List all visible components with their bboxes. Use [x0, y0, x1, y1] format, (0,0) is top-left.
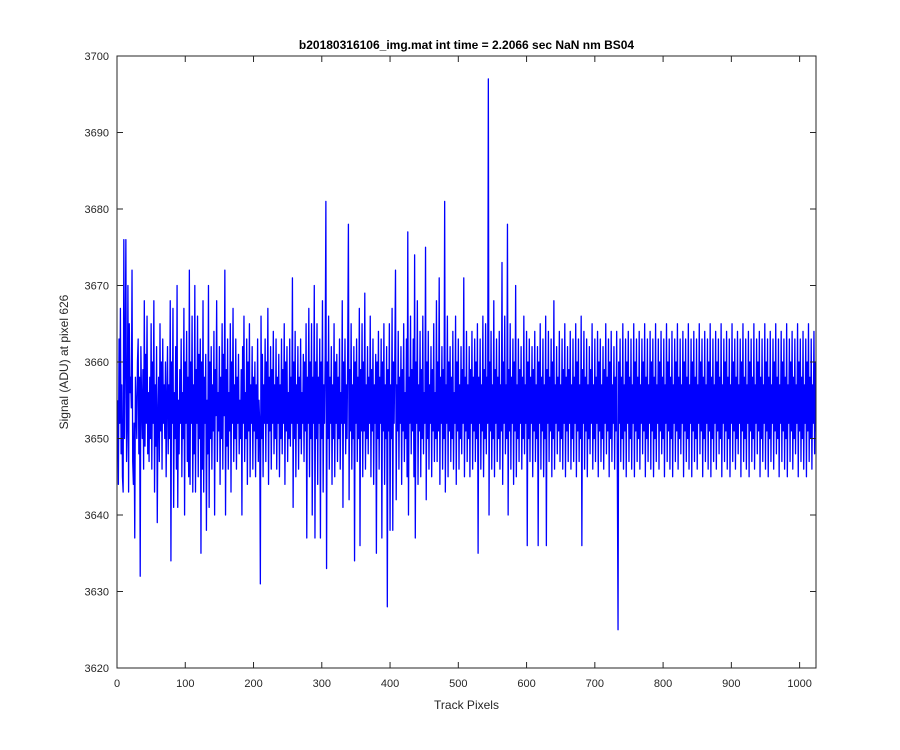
x-tick-label: 700 [586, 678, 604, 690]
x-tick-label: 100 [176, 678, 194, 690]
y-tick-label: 3690 [85, 128, 109, 140]
x-tick-label: 300 [313, 678, 331, 690]
y-tick-label: 3620 [85, 663, 109, 675]
y-tick-label: 3640 [85, 510, 109, 522]
y-tick-label: 3700 [85, 51, 109, 63]
y-tick-label: 3660 [85, 357, 109, 369]
y-tick-label: 3650 [85, 434, 109, 446]
x-tick-label: 400 [381, 678, 399, 690]
x-tick-label: 500 [449, 678, 467, 690]
chart-title: b20180316106_img.mat int time = 2.2066 s… [299, 38, 635, 52]
y-tick-label: 3630 [85, 587, 109, 599]
signal-trace-line [117, 78, 816, 631]
x-tick-label: 1000 [787, 678, 811, 690]
y-tick-label: 3670 [85, 281, 109, 293]
x-tick-label: 0 [114, 678, 120, 690]
x-tick-label: 900 [722, 678, 740, 690]
x-axis-ticks: 0 100 200 300 400 500 600 700 800 900 1000 [114, 56, 812, 690]
x-axis-label: Track Pixels [434, 698, 499, 712]
x-tick-label: 600 [517, 678, 535, 690]
y-tick-label: 3680 [85, 204, 109, 216]
x-tick-label: 200 [244, 678, 262, 690]
x-tick-label: 800 [654, 678, 672, 690]
y-axis-label: Signal (ADU) at pixel 626 [57, 294, 71, 429]
y-axis-ticks: 3620 3630 3640 3650 3660 3670 3680 3690 3700 [85, 51, 816, 675]
